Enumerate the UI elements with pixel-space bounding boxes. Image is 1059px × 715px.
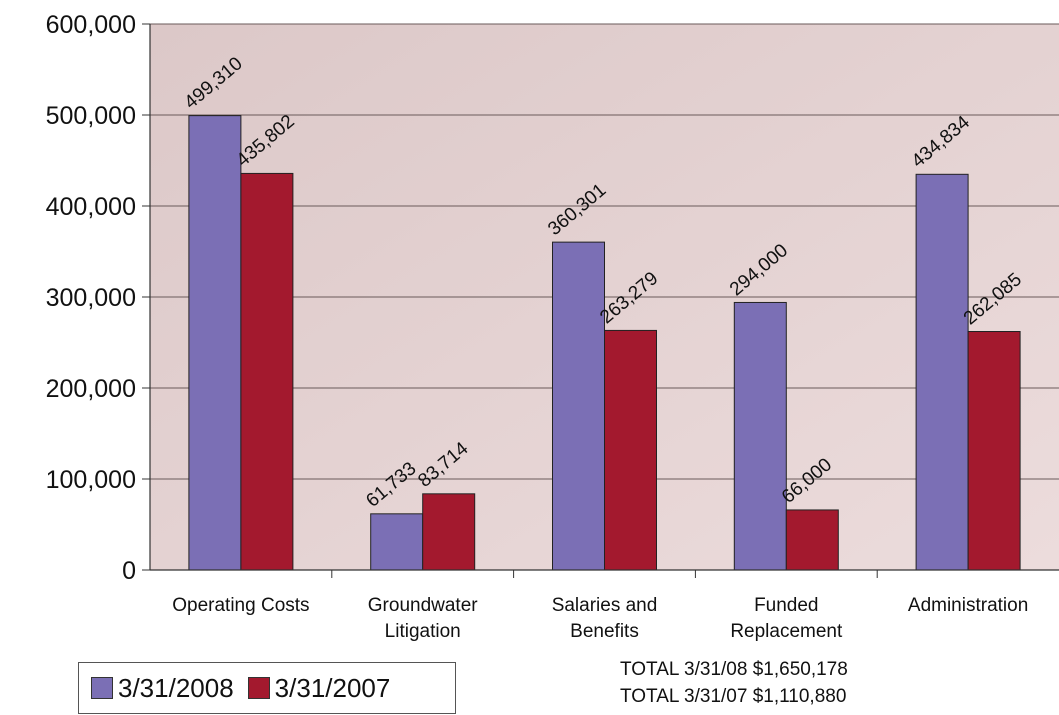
bar-3-31-2008-1 [370,513,424,571]
category-label: Benefits [570,621,639,642]
category-label: Funded [754,595,818,616]
category-label: Salaries and [552,595,658,616]
y-tick-label: 500,000 [46,102,136,130]
category-label: Groundwater [368,595,479,616]
category-label: Operating Costs [172,595,309,616]
total-2007: TOTAL 3/31/07 $1,110,880 [620,686,847,707]
category-label: Replacement [730,621,843,642]
y-tick-label: 100,000 [46,466,136,494]
bar-3-31-2007-2 [604,329,657,571]
y-tick-labels: 0 100,000 200,000 300,000 400,000 500,000 600,… [46,11,136,585]
category-labels: Operating Costs Groundwater Litigation Sala… [172,595,1028,642]
legend-swatch-2007 [247,677,270,699]
bar-3-31-2007-1 [422,493,476,571]
bar-3-31-2008-3 [733,301,787,571]
total-2008: TOTAL 3/31/08 $1,650,178 [620,659,848,680]
y-tick-label: 0 [122,557,136,585]
bars [188,115,1021,571]
bar-3-31-2008-2 [552,241,605,571]
bar-3-31-2007-0 [240,172,294,571]
category-label: Litigation [385,621,461,642]
y-tick-label: 300,000 [46,284,136,312]
bar-3-31-2007-3 [785,509,839,571]
totals-block: TOTAL 3/31/08 $1,650,178 TOTAL 3/31/07 $… [620,656,848,710]
y-tick-label: 400,000 [46,193,136,221]
legend-swatch-2008 [91,677,113,699]
y-tick-label: 200,000 [46,375,136,403]
bar-3-31-2008-0 [188,115,242,571]
bar-3-31-2007-4 [967,331,1021,571]
category-label: Administration [908,595,1028,616]
axes [149,24,1059,578]
legend-item-2007: 3/31/2007 [247,672,391,704]
bar-3-31-2008-4 [915,173,969,571]
legend-label-2008: 3/31/2008 [118,672,234,703]
y-tick-label: 600,000 [46,11,136,39]
legend-item-2008: 3/31/2008 [91,673,234,704]
legend: 3/31/2008 3/31/2007 [78,662,456,714]
legend-label-2007: 3/31/2007 [274,672,391,703]
